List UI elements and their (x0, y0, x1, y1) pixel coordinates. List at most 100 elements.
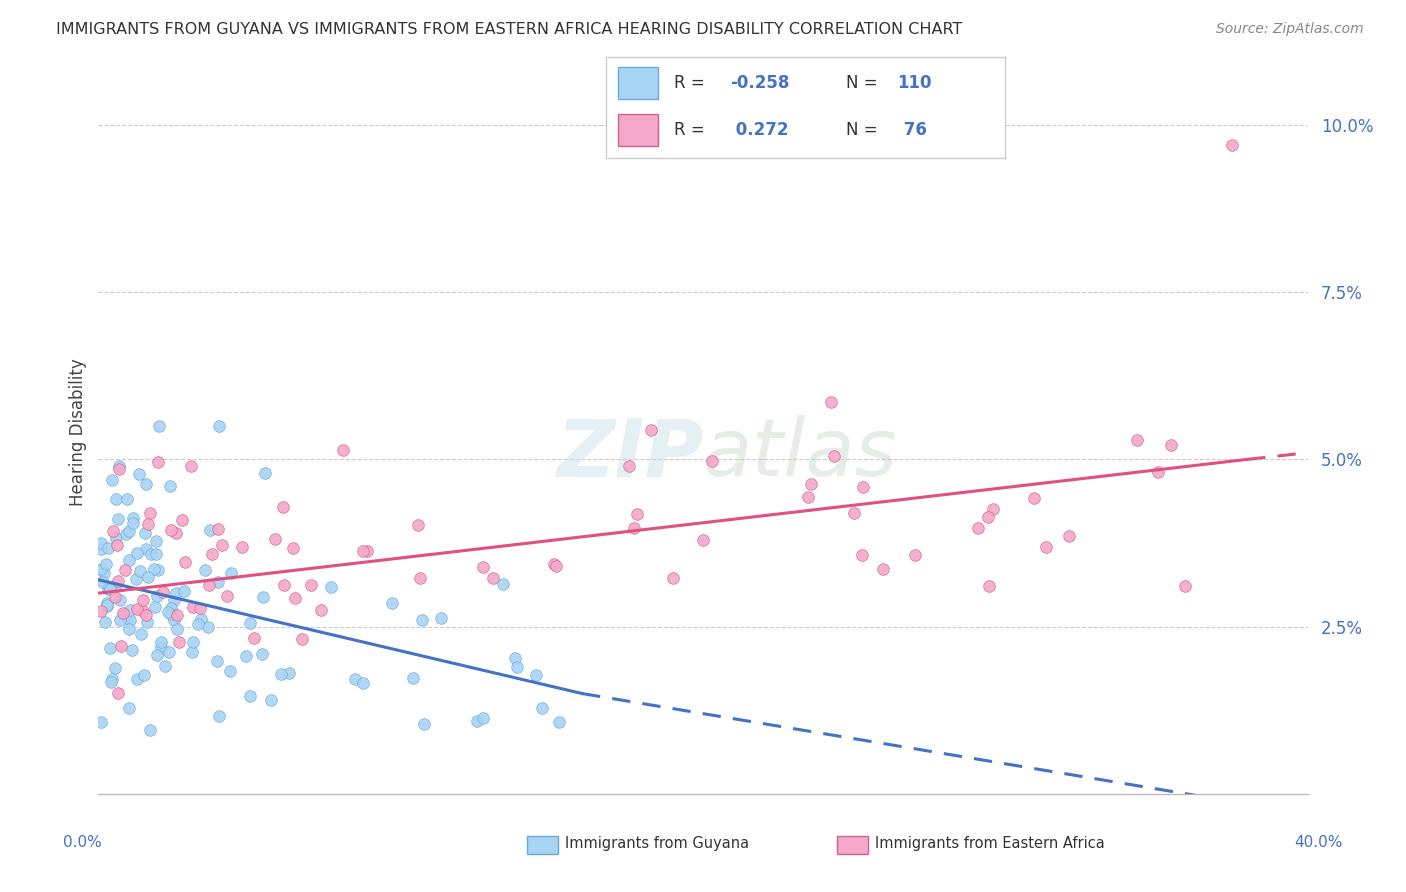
Point (235, 648, 257, 663)
Point (100, 473, 122, 487)
Point (506, 660, 529, 674)
Point (90, 562, 112, 576)
Point (138, 723, 160, 737)
Text: R =: R = (673, 74, 710, 92)
Point (352, 544, 374, 558)
Point (188, 600, 211, 615)
Point (98, 641, 121, 656)
FancyBboxPatch shape (619, 113, 658, 146)
Text: Immigrants from Guyana: Immigrants from Guyana (565, 837, 749, 851)
Point (110, 592, 132, 607)
Point (872, 562, 894, 576)
Point (976, 510, 998, 524)
Point (167, 635, 190, 649)
Point (128, 564, 150, 578)
Point (149, 635, 172, 649)
Point (145, 547, 167, 561)
Point (904, 548, 927, 562)
Point (356, 544, 378, 558)
Point (1220, 137, 1243, 152)
Point (96, 596, 118, 610)
Point (381, 596, 404, 610)
Point (402, 671, 425, 685)
Text: ZIP: ZIP (555, 416, 703, 493)
Text: -0.258: -0.258 (730, 74, 789, 92)
Text: N =: N = (845, 120, 883, 139)
Point (242, 631, 264, 645)
Point (640, 423, 662, 437)
Point (1160, 438, 1182, 452)
Point (198, 578, 221, 592)
Point (121, 643, 143, 657)
Point (94, 558, 117, 572)
Point (135, 541, 157, 556)
Point (101, 524, 124, 538)
Text: 110: 110 (897, 74, 932, 92)
Point (132, 593, 155, 607)
Text: Immigrants from Eastern Africa: Immigrants from Eastern Africa (875, 837, 1104, 851)
Point (104, 578, 127, 592)
Point (543, 557, 565, 571)
Point (208, 419, 231, 434)
Point (465, 714, 488, 729)
Point (122, 516, 145, 530)
Point (221, 566, 243, 581)
Point (120, 603, 142, 617)
Point (1035, 540, 1057, 554)
Point (259, 693, 281, 707)
Point (239, 615, 262, 630)
Point (181, 599, 204, 614)
Point (135, 615, 157, 629)
Point (132, 667, 155, 681)
Point (101, 673, 124, 687)
Point (107, 574, 129, 588)
Point (118, 613, 141, 627)
Point (291, 632, 314, 646)
Point (112, 606, 135, 620)
Point (138, 516, 160, 531)
Point (134, 525, 156, 540)
Point (200, 523, 222, 537)
Text: N =: N = (845, 74, 883, 92)
Point (180, 458, 202, 473)
Point (197, 620, 219, 634)
Point (343, 672, 366, 686)
Point (211, 538, 233, 552)
Text: 0.0%: 0.0% (63, 836, 103, 850)
Point (207, 523, 229, 537)
Point (146, 648, 169, 662)
Point (150, 640, 173, 654)
Point (352, 676, 374, 690)
Point (152, 584, 174, 599)
Point (273, 577, 295, 591)
Point (143, 562, 166, 576)
Point (90, 536, 112, 550)
Point (90, 604, 112, 618)
Point (430, 611, 453, 625)
Text: IMMIGRANTS FROM GUYANA VS IMMIGRANTS FROM EASTERN AFRICA HEARING DISABILITY CORR: IMMIGRANTS FROM GUYANA VS IMMIGRANTS FRO… (56, 22, 963, 37)
Point (201, 548, 224, 562)
Point (270, 666, 292, 681)
Point (108, 462, 131, 476)
Text: atlas: atlas (703, 416, 898, 493)
Point (107, 686, 129, 700)
Point (148, 419, 170, 434)
Point (143, 599, 166, 614)
Point (851, 548, 873, 562)
Point (103, 660, 125, 674)
Point (115, 526, 138, 541)
Point (127, 601, 149, 615)
Point (193, 563, 215, 577)
Point (156, 605, 179, 619)
Point (264, 532, 287, 546)
Point (284, 591, 307, 605)
Point (252, 590, 274, 604)
Point (125, 546, 148, 560)
Y-axis label: Hearing Disability: Hearing Disability (69, 359, 87, 507)
Point (187, 616, 209, 631)
Point (966, 521, 988, 535)
Point (1146, 466, 1168, 480)
Point (844, 506, 866, 520)
Point (135, 608, 157, 623)
Point (626, 507, 648, 521)
